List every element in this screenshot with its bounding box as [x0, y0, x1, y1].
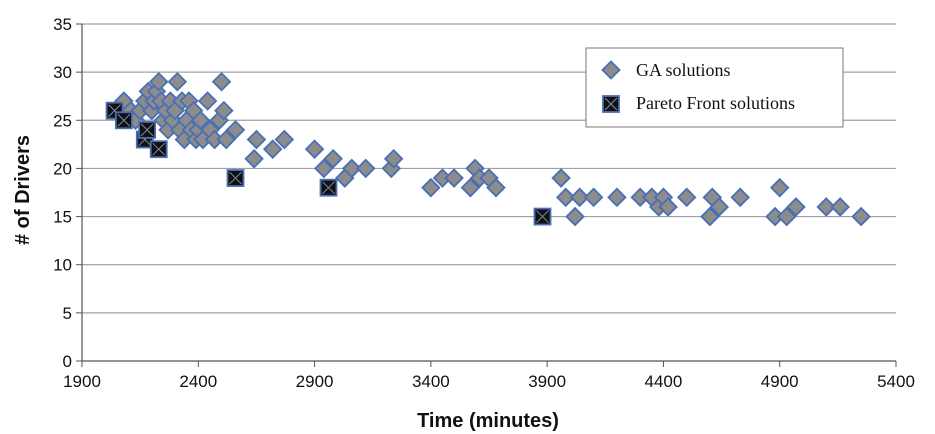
ga-solution-point [355, 158, 376, 179]
y-tick-label: 30 [53, 63, 72, 82]
pareto-solution-point [138, 121, 157, 139]
ga-solution-point [304, 139, 325, 159]
ga-solution-point [816, 197, 837, 217]
ga-solution-point [214, 100, 234, 121]
x-tick-label: 1900 [63, 372, 101, 391]
ga-solution-point [314, 158, 334, 179]
ga-solution-point [211, 71, 232, 92]
ga-solution-point [244, 149, 264, 169]
axes [76, 23, 897, 367]
ga-solution-point [776, 206, 797, 227]
ga-solution-point [342, 158, 362, 179]
ga-solution-point [583, 187, 604, 208]
data-markers [105, 71, 871, 227]
legend-label-ga: GA solutions [636, 60, 731, 80]
x-tick-label: 3900 [528, 372, 566, 391]
x-tick-label: 4900 [761, 372, 799, 391]
ga-solution-point [700, 206, 720, 227]
legend-pareto-marker [602, 95, 620, 113]
y-axis-title: # of Drivers [12, 135, 34, 245]
ga-solution-point [607, 187, 627, 208]
y-tick-label: 10 [53, 256, 72, 275]
tick-labels: 0 5 10 15 20 25 30 35 1900 2400 2900 3400 3900 4400 49… [53, 15, 915, 391]
y-tick-label: 15 [53, 208, 72, 227]
ga-solution-point [190, 110, 211, 131]
pareto-solution-point [226, 169, 245, 187]
ga-solution-point [460, 177, 481, 198]
ga-solution-point [709, 197, 730, 217]
ga-solution-point [421, 177, 441, 198]
legend-ga-marker [601, 60, 621, 80]
ga-solution-point [262, 139, 283, 159]
pareto-solution-point [114, 111, 133, 130]
ga-solution-point [246, 129, 267, 150]
ga-solution-point [569, 187, 590, 208]
ga-solution-point [658, 197, 678, 217]
ga-solution-point [444, 168, 464, 188]
y-tick-label: 20 [53, 159, 72, 178]
ga-solution-point [551, 168, 571, 188]
ga-solution-point [676, 187, 697, 208]
ga-solution-point [851, 206, 871, 227]
ga-solution-point [274, 129, 295, 150]
ga-solution-point [786, 197, 806, 217]
legend-markers [601, 60, 621, 113]
y-tick-label: 5 [63, 304, 72, 323]
ga-solution-point [730, 187, 750, 208]
ga-solution-point [216, 129, 236, 150]
legend-label-pareto: Pareto Front solutions [636, 93, 795, 113]
x-tick-label: 2900 [296, 372, 334, 391]
ga-solution-point [148, 71, 169, 92]
x-tick-label: 5400 [877, 372, 915, 391]
y-tick-label: 0 [63, 352, 72, 371]
x-axis-title: Time (minutes) [417, 410, 559, 432]
pareto-solution-point [533, 207, 552, 226]
ga-solution-point [197, 91, 218, 111]
x-tick-label: 2400 [179, 372, 217, 391]
ga-solution-point [323, 149, 343, 169]
ga-solution-point [830, 197, 850, 217]
pareto-solution-point [319, 178, 338, 197]
x-tick-label: 3400 [412, 372, 450, 391]
ga-solution-point [225, 120, 246, 140]
ga-solution-point [565, 206, 585, 227]
ga-solution-point [167, 71, 188, 92]
y-tick-label: 25 [53, 111, 72, 130]
ga-solution-point [555, 187, 576, 208]
pareto-solution-point [149, 140, 168, 159]
y-tick-label: 35 [53, 15, 72, 34]
legend-box [585, 47, 844, 128]
x-tick-label: 4400 [645, 372, 683, 391]
ga-solution-point [486, 177, 506, 198]
ga-solution-point [769, 177, 790, 198]
legend: GA solutions Pareto Front solutions [585, 47, 844, 128]
ga-solution-point [383, 149, 404, 169]
